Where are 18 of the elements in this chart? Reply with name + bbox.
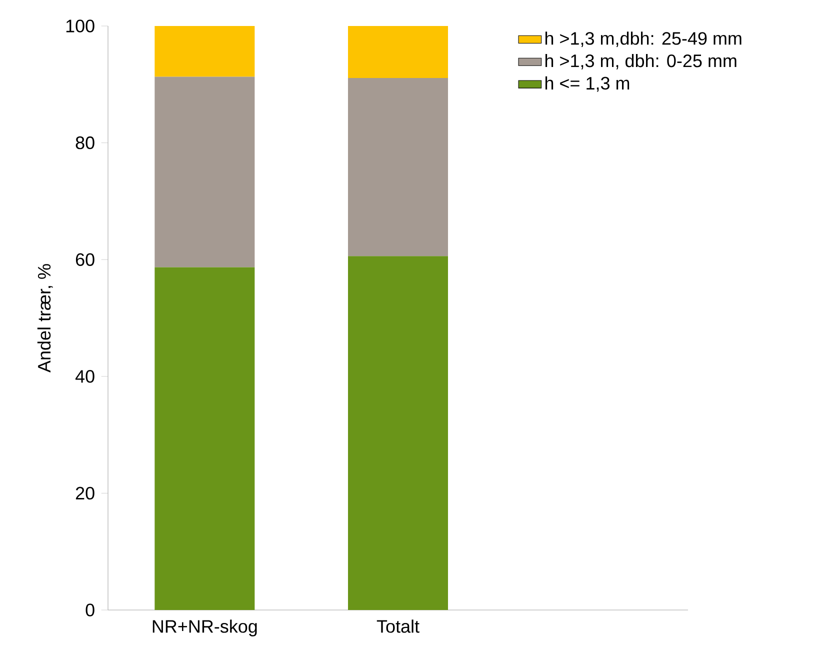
y-tick-label: 60 — [76, 253, 94, 266]
bar — [348, 26, 448, 78]
bar — [348, 256, 448, 610]
x-tick-label: Totalt — [376, 620, 420, 633]
y-tick-label: 80 — [76, 136, 94, 150]
y-tick-label: 0 — [86, 604, 94, 616]
y-tick-label: 40 — [75, 370, 94, 383]
legend-label: h >1,3 m, dbh: 0-25 mm — [545, 54, 736, 70]
legend-label: h <= 1,3 m — [545, 76, 630, 92]
y-tick-label: 100 — [66, 20, 94, 32]
legend-label: h >1,3 m,dbh: 25-49 mm — [545, 32, 742, 47]
y-axis-title: Andel trær, % — [37, 264, 53, 372]
bar — [154, 76, 255, 268]
bar — [348, 78, 448, 256]
bar — [154, 26, 255, 77]
y-tick-label: 20 — [76, 486, 94, 500]
bar — [154, 267, 255, 610]
x-tick-label: NR+NR-skog — [152, 620, 257, 636]
